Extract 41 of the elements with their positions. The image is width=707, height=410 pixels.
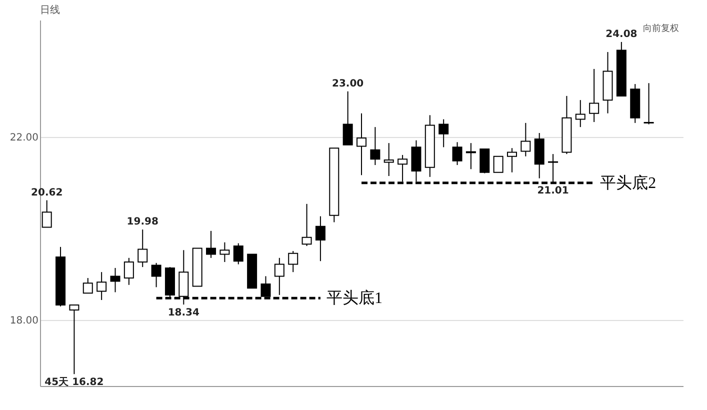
candlestick — [438, 118, 449, 148]
candlestick — [206, 230, 216, 258]
candlestick — [138, 229, 148, 268]
annotation: 24.08 — [606, 28, 638, 40]
annotation: 21.01 — [537, 185, 569, 196]
annotation: 45天 16.82 — [44, 376, 104, 388]
candlestick — [589, 68, 600, 123]
candlestick — [575, 100, 586, 128]
candlestick — [480, 148, 490, 174]
candlestick — [69, 304, 80, 375]
candlestick — [493, 156, 504, 173]
candlestick — [644, 82, 654, 125]
candlestick — [370, 126, 380, 166]
candlestick — [110, 267, 120, 293]
y-tick-label: 22.00 — [10, 132, 38, 144]
series-label: 平头底1 — [326, 289, 382, 308]
candlestick — [288, 250, 298, 273]
candlestick — [151, 262, 162, 288]
candlestick — [302, 203, 312, 247]
chart-title: 日线 — [40, 4, 60, 16]
candlestick — [96, 272, 107, 300]
annotation: 向前复权 — [643, 23, 679, 34]
candlestick — [42, 200, 52, 228]
candlestick — [520, 122, 531, 157]
candlestick — [220, 242, 230, 263]
candlestick — [506, 148, 517, 173]
annotation: 19.98 — [126, 216, 158, 228]
candlestick — [356, 112, 366, 176]
series-label: 平头底2 — [600, 174, 656, 192]
candlestick — [342, 90, 353, 146]
candlestick — [274, 257, 284, 296]
annotation: 20.62 — [31, 187, 63, 198]
candlestick — [233, 242, 244, 265]
candlestick — [315, 216, 326, 262]
candlestick — [82, 278, 93, 294]
y-tick-label: 18.00 — [10, 316, 38, 327]
candlestick — [124, 257, 134, 286]
annotation: 23.00 — [332, 78, 364, 90]
candlestick — [384, 142, 394, 177]
candlestick — [452, 142, 462, 166]
annotation: 18.34 — [168, 308, 200, 319]
